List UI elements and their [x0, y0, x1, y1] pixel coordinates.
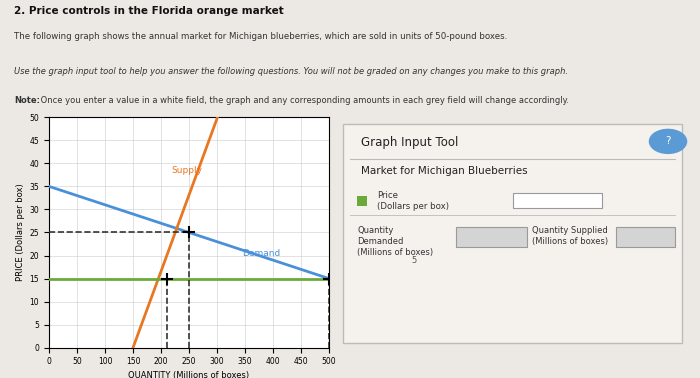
Text: Graph Input Tool: Graph Input Tool — [361, 136, 458, 149]
Text: The following graph shows the annual market for Michigan blueberries, which are : The following graph shows the annual mar… — [14, 33, 507, 41]
FancyBboxPatch shape — [343, 124, 682, 343]
Text: Supply: Supply — [171, 166, 202, 175]
FancyBboxPatch shape — [456, 227, 527, 248]
X-axis label: QUANTITY (Millions of boxes): QUANTITY (Millions of boxes) — [128, 371, 250, 378]
Text: Quantity
Demanded
(Millions of boxes): Quantity Demanded (Millions of boxes) — [358, 226, 433, 257]
Text: Once you enter a value in a white field, the graph and any corresponding amounts: Once you enter a value in a white field,… — [38, 96, 569, 105]
Text: 5: 5 — [411, 256, 416, 265]
Text: 15: 15 — [551, 196, 564, 206]
Text: Market for Michigan Blueberries: Market for Michigan Blueberries — [361, 166, 528, 176]
Text: 500: 500 — [482, 232, 500, 242]
Text: Note:: Note: — [14, 96, 40, 105]
Text: 210: 210 — [636, 232, 655, 242]
Text: ?: ? — [665, 136, 671, 146]
Text: 2. Price controls in the Florida orange market: 2. Price controls in the Florida orange … — [14, 6, 284, 16]
Text: Use the graph input tool to help you answer the following questions. You will no: Use the graph input tool to help you ans… — [14, 67, 568, 76]
Circle shape — [650, 129, 687, 153]
FancyBboxPatch shape — [512, 193, 602, 208]
Text: Quantity Supplied
(Millions of boxes): Quantity Supplied (Millions of boxes) — [533, 226, 608, 246]
Text: Price
(Dollars per box): Price (Dollars per box) — [377, 191, 449, 211]
FancyBboxPatch shape — [358, 196, 368, 206]
Text: Demand: Demand — [242, 248, 281, 257]
Y-axis label: PRICE (Dollars per box): PRICE (Dollars per box) — [16, 184, 25, 281]
FancyBboxPatch shape — [616, 227, 676, 248]
